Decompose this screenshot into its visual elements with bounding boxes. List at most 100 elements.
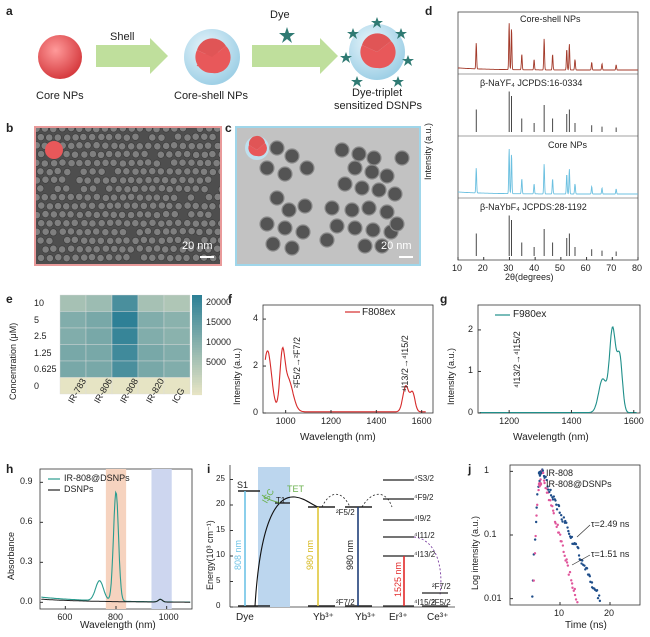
i-ce-upper: ²F7/2	[432, 582, 451, 591]
i-ytick: 10	[216, 550, 225, 559]
decay-point-ir808	[531, 595, 534, 598]
decay-point-ir808	[533, 538, 537, 541]
decay-point-ir808	[574, 542, 578, 546]
xrd-trace-core	[458, 148, 638, 195]
decay-point-ir808	[580, 562, 583, 565]
decay-point-ir808	[562, 516, 566, 519]
f-ytick: 2	[253, 360, 259, 371]
f-annotation-er: ⁴I13/2→⁴I15/2	[400, 335, 410, 392]
decay-point-dsnp	[542, 471, 545, 475]
decay-point-ir808	[588, 575, 592, 578]
decay-point-ir808	[554, 499, 557, 502]
i-ytick: 5	[216, 575, 221, 585]
i-er-level-4: ⁴I11/2	[414, 531, 435, 540]
i-er-level-2: ⁴F9/2	[414, 493, 434, 502]
decay-point-dsnp	[537, 488, 540, 492]
i-s1: S1	[237, 480, 249, 490]
f-xtick: 1200	[321, 416, 342, 426]
decay-point-ir808	[590, 581, 594, 584]
h-xlabel: Wavelength (nm)	[80, 620, 156, 631]
i-yb-label-2: Yb³⁺	[355, 612, 376, 623]
core-np-label: Core NPs	[36, 90, 84, 102]
dsnp-label-line1: Dye-triplet	[352, 87, 403, 99]
i-er-level-1: ⁴S3/2	[414, 474, 434, 483]
decay-point-dsnp	[555, 525, 558, 529]
decay-point-ir808	[585, 567, 589, 570]
heatmap-cell	[111, 311, 139, 329]
heatmap-cell	[111, 327, 139, 345]
tem-image-coreshell: 20 nm	[235, 126, 421, 266]
i-ylabel: Energy(10³ cm⁻¹)	[205, 520, 215, 590]
shell-arrow-label: Shell	[110, 31, 135, 43]
decay-point-dsnp	[552, 512, 555, 515]
h-xtick: 800	[108, 612, 124, 622]
decay-point-ir808	[541, 469, 545, 472]
heatmap-cell	[59, 311, 87, 329]
heatmap-cell	[111, 360, 139, 378]
decay-point-dsnp	[536, 503, 539, 507]
heatmap-cell	[85, 360, 113, 378]
i-808nm: 808 nm	[233, 539, 243, 570]
j-xlabel: Time (ns)	[565, 620, 607, 631]
decay-point-dsnp	[542, 479, 546, 482]
j-ytick: 0.01	[484, 592, 502, 603]
xrd-xtick: 20	[477, 263, 488, 273]
decay-point-dsnp	[551, 504, 554, 508]
decay-point-ir808	[559, 513, 563, 517]
decay-point-ir808	[567, 529, 570, 533]
xrd-ref1-label: β-NaYF₄ JCPDS:16-0334	[480, 78, 583, 88]
decay-point-dsnp	[535, 514, 538, 517]
heatmap-cell	[163, 294, 191, 312]
i-ytick: 15	[216, 524, 225, 534]
decay-point-dsnp	[568, 570, 572, 574]
j-tau-1: τ=2.49 ns	[591, 519, 630, 529]
decay-point-ir808	[595, 589, 599, 592]
scale-label-c: 20 nm	[381, 240, 412, 252]
decay-point-ir808	[535, 506, 538, 509]
heatmap-cell	[163, 344, 191, 362]
g-xlabel: Wavelength (nm)	[513, 432, 589, 443]
heatmap-row-label: 5	[34, 314, 40, 325]
h-xtick: 1000	[158, 612, 179, 622]
f-legend: F808ex	[362, 307, 396, 318]
f-xtick: 1000	[275, 416, 296, 426]
decay-point-ir808	[567, 532, 571, 536]
absorbance-chart	[39, 468, 193, 610]
heatmap-cbar-tick: 20000	[206, 297, 232, 307]
decay-point-ir808	[598, 599, 602, 603]
schematic-diagram	[38, 17, 414, 87]
g-ytick: 1	[468, 365, 474, 376]
f-xlabel: Wavelength (nm)	[300, 432, 376, 443]
decay-point-dsnp	[563, 554, 566, 558]
dye-arrow-label: Dye	[270, 9, 290, 21]
g-ytick: 2	[468, 323, 474, 334]
decay-point-dsnp	[551, 509, 555, 512]
emission-980-chart	[477, 304, 641, 414]
panel-i-letter: i	[207, 462, 211, 476]
g-xtick: 1400	[561, 416, 582, 426]
i-ce-label: Ce³⁺	[427, 612, 449, 623]
panel-a-letter: a	[6, 4, 13, 18]
j-xtick: 10	[554, 608, 565, 618]
heatmap-cell	[85, 294, 113, 312]
i-yb-label-1: Yb³⁺	[313, 612, 334, 623]
i-980nm-b: 980 nm	[345, 539, 355, 570]
g-xtick: 1200	[499, 416, 520, 426]
panel-c-letter: c	[225, 121, 232, 135]
decay-point-dsnp	[549, 499, 552, 502]
heatmap-cell	[137, 360, 165, 378]
decay-point-ir808	[583, 564, 586, 567]
h-ytick: 0.9	[20, 476, 33, 487]
decay-point-ir808	[596, 596, 600, 600]
i-er-level-3: ⁴I9/2	[414, 514, 431, 523]
heatmap-row-label: 2.5	[34, 331, 47, 341]
energy-level-diagram	[229, 465, 455, 608]
decay-point-ir808	[534, 520, 538, 524]
f-ytick: 4	[253, 313, 259, 324]
i-dye-label: Dye	[236, 612, 254, 623]
heatmap-cbar-tick: 10000	[206, 337, 232, 347]
heatmap-row-label: 0	[34, 380, 40, 391]
decay-point-ir808	[548, 490, 551, 494]
decay-point-ir808	[552, 495, 556, 498]
xrd-xtick: 10	[452, 263, 463, 273]
